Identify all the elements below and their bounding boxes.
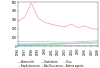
Staphylococcus — [44, 41, 45, 42]
Virus — [24, 45, 25, 46]
Clostridium — [37, 43, 39, 44]
Autres agents — [51, 45, 52, 46]
Bacillus cereus — [97, 42, 99, 43]
Autres agents — [97, 45, 99, 46]
Autres agents — [44, 45, 45, 46]
Bacillus cereus — [24, 44, 25, 45]
Line: Staphylococcus: Staphylococcus — [18, 41, 98, 42]
Salmonella — [44, 22, 45, 23]
Virus — [97, 42, 99, 43]
Autres agents — [17, 45, 19, 46]
Staphylococcus — [51, 41, 52, 42]
Line: Bacillus cereus: Bacillus cereus — [18, 43, 98, 45]
Bacillus cereus — [17, 44, 19, 45]
Staphylococcus — [91, 41, 92, 42]
Staphylococcus — [17, 41, 19, 42]
Clostridium — [44, 43, 45, 44]
Bacillus cereus — [44, 44, 45, 45]
Bacillus cereus — [64, 43, 65, 44]
Clostridium — [51, 43, 52, 44]
Salmonella — [71, 24, 72, 25]
Autres agents — [91, 45, 92, 46]
Virus — [31, 45, 32, 46]
Staphylococcus — [31, 41, 32, 42]
Staphylococcus — [37, 41, 39, 42]
Salmonella — [97, 29, 99, 30]
Legend: Salmonella, Staphylococcus, Clostridium, Bacillus cereus, Virus, Autres agents: Salmonella, Staphylococcus, Clostridium,… — [18, 60, 83, 68]
Autres agents — [77, 45, 79, 46]
Autres agents — [24, 45, 25, 46]
Staphylococcus — [84, 41, 85, 42]
Line: Salmonella: Salmonella — [18, 3, 98, 29]
Bacillus cereus — [91, 43, 92, 44]
Autres agents — [37, 45, 39, 46]
Staphylococcus — [64, 42, 65, 43]
Virus — [91, 42, 92, 43]
Line: Autres agents: Autres agents — [18, 45, 98, 46]
Line: Virus: Virus — [18, 42, 98, 46]
Clostridium — [71, 43, 72, 44]
Salmonella — [91, 28, 92, 29]
Salmonella — [17, 21, 19, 22]
Bacillus cereus — [57, 43, 59, 44]
Clostridium — [57, 43, 59, 44]
Staphylococcus — [77, 41, 79, 42]
Clostridium — [64, 43, 65, 44]
Autres agents — [31, 45, 32, 46]
Clostridium — [77, 42, 79, 43]
Autres agents — [71, 45, 72, 46]
Clostridium — [91, 42, 92, 43]
Clostridium — [24, 43, 25, 44]
Virus — [17, 45, 19, 46]
Virus — [51, 44, 52, 45]
Salmonella — [51, 24, 52, 25]
Autres agents — [84, 45, 85, 46]
Autres agents — [64, 45, 65, 46]
Bacillus cereus — [77, 43, 79, 44]
Salmonella — [64, 26, 65, 27]
Virus — [44, 44, 45, 45]
Bacillus cereus — [31, 44, 32, 45]
Virus — [57, 44, 59, 45]
Virus — [71, 43, 72, 44]
Bacillus cereus — [37, 44, 39, 45]
Staphylococcus — [24, 41, 25, 42]
Virus — [77, 43, 79, 44]
Line: Clostridium: Clostridium — [18, 42, 98, 44]
Staphylococcus — [97, 40, 99, 41]
Autres agents — [57, 45, 59, 46]
Clostridium — [97, 42, 99, 43]
Clostridium — [84, 42, 85, 43]
Salmonella — [77, 27, 79, 28]
Bacillus cereus — [71, 43, 72, 44]
